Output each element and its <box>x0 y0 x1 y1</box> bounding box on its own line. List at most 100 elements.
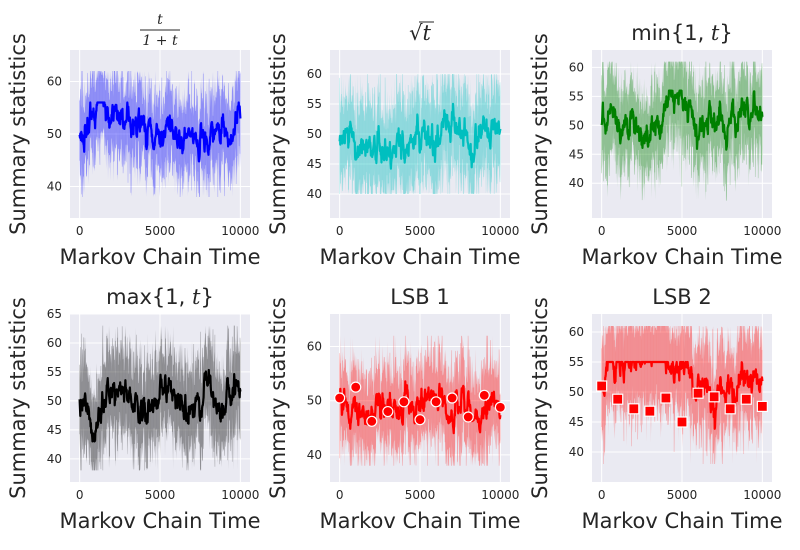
title-symbol: t <box>711 21 720 45</box>
data-point <box>708 391 720 403</box>
chart-panel-5: 40 50 60 0 5000 10000 Markov Chain Time Summary… <box>266 285 521 533</box>
x-tick-label: 10000 <box>743 488 781 502</box>
x-tick-label: 10000 <box>481 224 519 238</box>
y-tick-label: 55 <box>307 97 322 111</box>
y-tick-label: 45 <box>569 147 584 161</box>
y-tick-label: 50 <box>307 127 322 141</box>
data-point <box>628 403 640 415</box>
x-tick-label: 5000 <box>667 224 698 238</box>
x-tick-label: 0 <box>336 224 344 238</box>
chart-panel-3: 40 45 50 55 60 0 5000 10000 Markov Chain Time Sum… <box>528 21 783 269</box>
y-axis-label: Summary statistics <box>528 297 552 499</box>
data-point <box>494 401 506 413</box>
y-tick-label: 60 <box>307 67 322 81</box>
data-point <box>414 414 426 426</box>
title-close: } <box>200 285 213 309</box>
y-tick-label: 55 <box>47 365 62 379</box>
data-point <box>366 415 378 427</box>
y-tick-label: 40 <box>569 176 584 190</box>
y-tick-label: 40 <box>47 180 62 194</box>
y-tick-label: 40 <box>307 187 322 201</box>
uncertainty-band <box>601 326 763 464</box>
y-tick-label: 40 <box>47 452 62 466</box>
title-open: {1, <box>152 285 192 309</box>
x-tick-label: 0 <box>336 488 344 502</box>
x-tick-label: 10000 <box>221 488 259 502</box>
data-point <box>462 411 474 423</box>
data-point <box>446 392 458 404</box>
data-point <box>740 393 752 405</box>
series-line <box>78 101 242 163</box>
x-tick-label: 10000 <box>221 224 259 238</box>
title-symbol: t <box>192 285 201 309</box>
y-tick-label: 55 <box>569 89 584 103</box>
chart-panel-2: 40 45 50 55 60 0 5000 10000 Markov Chain Time Sum… <box>266 21 521 269</box>
x-tick-label: 10000 <box>743 224 781 238</box>
series-line <box>338 380 502 435</box>
title-func: max <box>106 285 152 309</box>
y-tick-label: 45 <box>307 157 322 171</box>
x-tick-label: 5000 <box>667 488 698 502</box>
x-tick-label: 0 <box>598 488 606 502</box>
title-func: min <box>631 21 671 45</box>
data-point <box>644 405 656 417</box>
title-close: } <box>719 21 732 45</box>
chart-panel-4: 40 45 50 55 60 65 0 5000 10000 Markov Chain Time S… <box>6 285 261 533</box>
data-point <box>334 392 346 404</box>
series-line <box>600 89 764 151</box>
y-tick-label: 55 <box>569 355 584 369</box>
radical-sign: √ <box>409 21 423 45</box>
y-tick-label: 60 <box>47 75 62 89</box>
y-axis-label: Summary statistics <box>266 297 290 499</box>
y-tick-label: 60 <box>569 325 584 339</box>
title-open: {1, <box>671 21 711 45</box>
y-axis-label: Summary statistics <box>6 33 30 235</box>
series-line <box>600 360 764 430</box>
y-tick-label: 50 <box>47 127 62 141</box>
y-tick-label: 60 <box>307 340 322 354</box>
data-point <box>756 400 768 412</box>
series-line <box>338 102 502 170</box>
series-line <box>78 368 242 443</box>
data-point <box>350 381 362 393</box>
x-axis-label: Markov Chain Time <box>319 509 520 533</box>
chart-title: √t <box>409 21 431 45</box>
y-tick-label: 45 <box>47 423 62 437</box>
title-symbol: t <box>422 21 431 45</box>
data-point <box>382 405 394 418</box>
y-tick-label: 50 <box>569 385 584 399</box>
x-axis-label: Markov Chain Time <box>581 509 782 533</box>
y-tick-label: 40 <box>569 445 584 459</box>
x-tick-label: 0 <box>76 488 84 502</box>
data-point <box>692 387 704 399</box>
data-point <box>660 392 672 404</box>
data-point <box>596 380 608 392</box>
x-tick-label: 0 <box>76 224 84 238</box>
y-tick-label: 40 <box>307 448 322 462</box>
y-tick-label: 60 <box>47 336 62 350</box>
x-tick-label: 0 <box>598 224 606 238</box>
y-tick-label: 50 <box>307 394 322 408</box>
chart-title: LSB 2 <box>652 285 711 309</box>
x-axis-label: Markov Chain Time <box>59 509 260 533</box>
chart-title-numerator: t <box>157 12 163 28</box>
y-axis-label: Summary statistics <box>528 33 552 235</box>
chart-panel-6: 40 45 50 55 60 0 5000 10000 Markov Chain Time Sum… <box>528 285 783 533</box>
data-point <box>478 389 490 401</box>
x-tick-label: 5000 <box>405 488 436 502</box>
y-tick-label: 50 <box>47 394 62 408</box>
y-tick-label: 50 <box>569 118 584 132</box>
x-tick-label: 10000 <box>481 488 519 502</box>
data-point <box>398 396 410 408</box>
x-axis-label: Markov Chain Time <box>59 245 260 269</box>
data-point <box>612 393 624 405</box>
y-tick-label: 65 <box>47 307 62 321</box>
data-point <box>430 396 442 408</box>
x-axis-label: Markov Chain Time <box>319 245 520 269</box>
y-axis-label: Summary statistics <box>266 33 290 235</box>
x-tick-label: 5000 <box>145 488 176 502</box>
chart-title: min{1, t} <box>631 21 733 45</box>
x-tick-label: 5000 <box>145 224 176 238</box>
y-tick-label: 60 <box>569 60 584 74</box>
